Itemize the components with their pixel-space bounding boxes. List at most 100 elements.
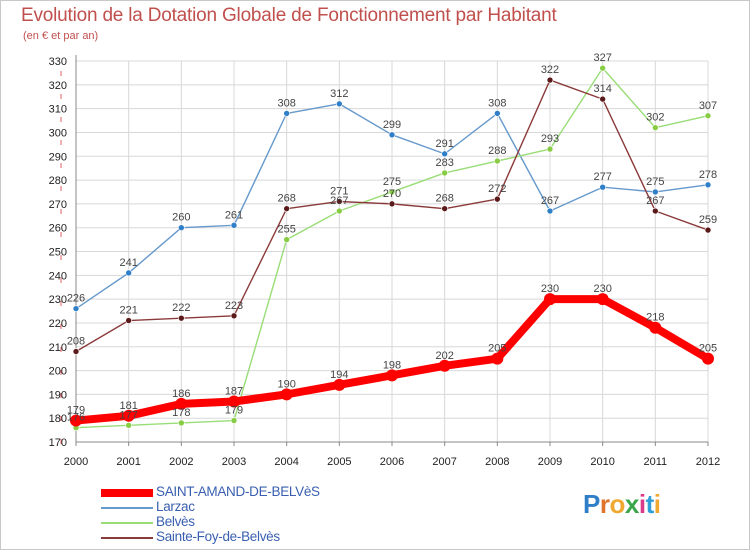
legend-swatch bbox=[101, 522, 153, 524]
data-point bbox=[230, 417, 238, 424]
y-tick-label: 190 bbox=[49, 389, 67, 401]
legend-swatch bbox=[101, 537, 153, 539]
data-label: 198 bbox=[383, 359, 401, 371]
legend-swatch bbox=[101, 507, 153, 509]
data-label: 314 bbox=[593, 83, 611, 95]
data-label: 222 bbox=[172, 302, 190, 314]
data-point bbox=[283, 236, 290, 243]
data-point bbox=[228, 395, 240, 408]
y-tick-label: 300 bbox=[49, 127, 67, 139]
proxiti-logo: Proxiti bbox=[583, 489, 661, 520]
legend-item: SAINT-AMAND-DE-BELVèS bbox=[101, 484, 421, 501]
data-label: 308 bbox=[488, 97, 506, 109]
y-tick-label: 280 bbox=[49, 175, 67, 187]
data-point bbox=[704, 181, 712, 189]
y-tick-label: 230 bbox=[49, 294, 67, 306]
legend-label: Sainte-Foy-de-Belvès bbox=[156, 529, 280, 544]
data-point bbox=[546, 207, 554, 215]
y-tick-label: 220 bbox=[49, 318, 67, 330]
data-label: 312 bbox=[330, 88, 348, 100]
data-point bbox=[388, 131, 396, 139]
y-tick-label: 260 bbox=[49, 223, 67, 235]
data-label: 278 bbox=[699, 169, 717, 181]
data-label: 307 bbox=[699, 100, 717, 112]
x-tick-label: 2004 bbox=[274, 456, 298, 468]
data-label: 177 bbox=[119, 409, 137, 421]
logo-letter: r bbox=[599, 489, 610, 519]
data-label: 241 bbox=[119, 257, 137, 269]
logo-letter: t bbox=[645, 489, 655, 519]
data-point bbox=[72, 348, 80, 355]
data-label: 186 bbox=[172, 388, 190, 400]
data-label: 205 bbox=[699, 343, 717, 355]
data-label: 218 bbox=[646, 312, 664, 324]
data-label: 291 bbox=[435, 138, 453, 150]
chart-subtitle: (en € et par an) bbox=[23, 30, 99, 42]
data-label: 272 bbox=[488, 183, 506, 195]
legend-item: Sainte-Foy-de-Belvès bbox=[101, 529, 421, 546]
data-point bbox=[178, 314, 185, 322]
data-label: 275 bbox=[383, 176, 401, 188]
y-tick-label: 270 bbox=[49, 199, 67, 211]
data-label: 194 bbox=[330, 369, 348, 381]
data-point bbox=[125, 317, 132, 324]
data-point bbox=[441, 205, 448, 212]
data-label: 187 bbox=[225, 386, 243, 398]
y-tick-label: 240 bbox=[49, 270, 67, 282]
data-label: 230 bbox=[541, 283, 559, 295]
data-point bbox=[652, 188, 659, 196]
data-point bbox=[494, 195, 501, 203]
data-label: 271 bbox=[330, 185, 348, 197]
data-point bbox=[230, 222, 238, 229]
data-label: 267 bbox=[330, 195, 348, 207]
data-label: 181 bbox=[119, 400, 137, 412]
data-point bbox=[230, 312, 238, 320]
data-label: 267 bbox=[646, 195, 664, 207]
legend-label: Larzac bbox=[156, 499, 195, 514]
x-tick-label: 2007 bbox=[432, 456, 456, 468]
data-label: 179 bbox=[67, 405, 85, 417]
data-point bbox=[596, 293, 609, 306]
data-label: 205 bbox=[488, 343, 506, 355]
data-label: 208 bbox=[67, 336, 85, 348]
data-label: 178 bbox=[172, 407, 190, 419]
data-point bbox=[652, 207, 659, 215]
data-point bbox=[544, 293, 556, 306]
data-label: 308 bbox=[277, 97, 295, 109]
x-tick-label: 2005 bbox=[327, 456, 351, 468]
data-label: 176 bbox=[67, 412, 85, 424]
y-tick-label: 200 bbox=[49, 366, 67, 378]
y-tick-label: 250 bbox=[49, 247, 67, 259]
data-label: 322 bbox=[541, 64, 559, 76]
data-label: 267 bbox=[541, 195, 559, 207]
data-label: 260 bbox=[172, 212, 190, 224]
data-point bbox=[175, 397, 188, 410]
data-point bbox=[386, 369, 398, 382]
x-tick-label: 2006 bbox=[380, 456, 404, 468]
data-point bbox=[388, 188, 396, 196]
data-label: 288 bbox=[488, 145, 506, 157]
data-label: 261 bbox=[225, 209, 243, 221]
data-point bbox=[280, 388, 293, 401]
data-point bbox=[494, 110, 501, 117]
data-point bbox=[599, 64, 606, 72]
data-point bbox=[333, 378, 346, 391]
y-tick-label: 290 bbox=[49, 151, 67, 163]
data-point bbox=[704, 112, 712, 120]
data-label: 230 bbox=[593, 283, 611, 295]
chart-title: Evolution de la Dotation Globale de Fonc… bbox=[21, 5, 557, 26]
data-point bbox=[283, 205, 290, 212]
y-tick-label: 330 bbox=[49, 56, 67, 68]
data-point bbox=[178, 419, 185, 427]
data-point bbox=[599, 95, 606, 103]
data-label: 327 bbox=[593, 52, 611, 64]
data-label: 259 bbox=[699, 214, 717, 226]
data-point bbox=[649, 321, 662, 334]
data-point bbox=[72, 305, 80, 312]
series-layer bbox=[70, 64, 714, 432]
data-point bbox=[441, 150, 448, 158]
data-label: 268 bbox=[277, 193, 295, 205]
data-label: 270 bbox=[383, 188, 401, 200]
